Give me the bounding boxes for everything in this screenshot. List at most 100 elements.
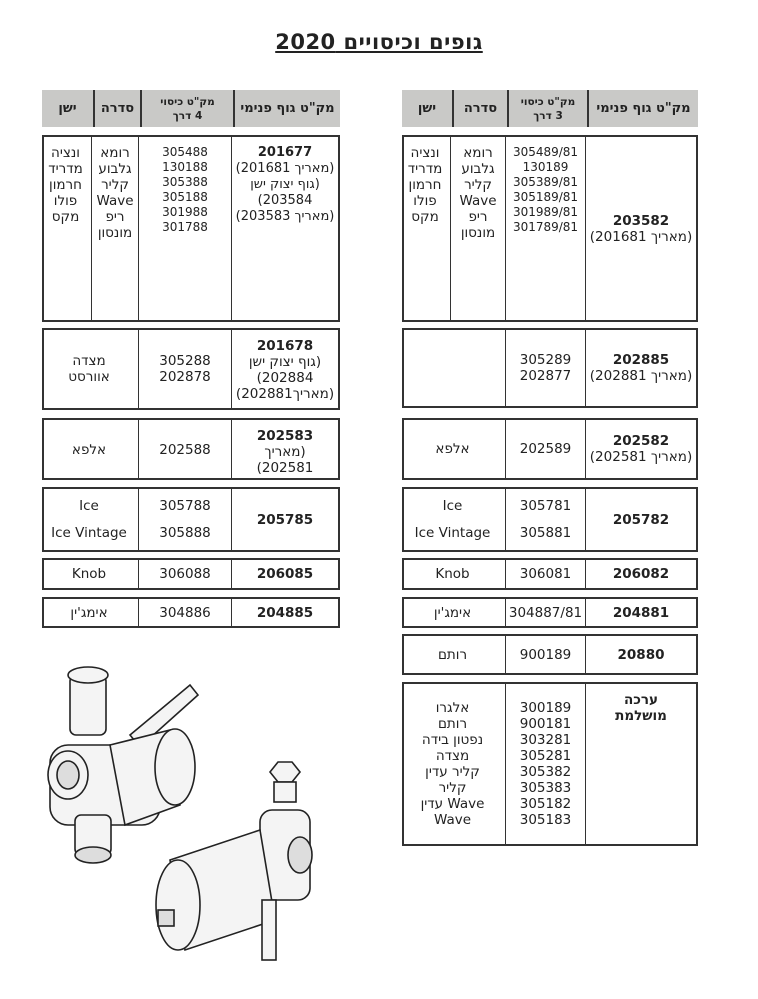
cell-line: אימג'ין bbox=[433, 604, 472, 621]
cell-line: (מאריך 203583) bbox=[235, 209, 335, 224]
cell-line: ערכה bbox=[623, 692, 659, 708]
cell-line: 205785 bbox=[256, 511, 314, 528]
cell-line: 304887/81 bbox=[508, 604, 583, 621]
old-series-cell: ונציה מדריד חרמון פולו מקס bbox=[40, 137, 91, 320]
header-body-sku: מק"ט גוף פנימי bbox=[587, 90, 698, 127]
cell-line: (מאריך 202881) bbox=[589, 368, 693, 384]
cell-line: מדריד bbox=[48, 161, 83, 177]
body-sku-cell: 202582 (מאריך 202581) bbox=[585, 420, 696, 478]
cell-line: 130188 bbox=[162, 160, 208, 174]
header-cover-sku: מק"ט כיסוי 3 דרך bbox=[507, 90, 587, 127]
cell-line: 201677 bbox=[257, 145, 313, 160]
series-cell: מצדה אוורסט bbox=[40, 330, 138, 408]
cell-line: 204881 bbox=[612, 604, 670, 621]
cell-line: 205782 bbox=[612, 511, 670, 528]
body-sku-cell: 204881 bbox=[585, 599, 696, 626]
right-table-row: 202885 (מאריך 202881) 305289 202877 bbox=[402, 328, 698, 408]
cell-line: גלבוע bbox=[461, 161, 495, 177]
cell-line: Ice bbox=[442, 497, 463, 514]
cell-line: (מאריך 201681) bbox=[589, 228, 693, 245]
cover-sku-cell: 900189 bbox=[505, 636, 585, 673]
cell-line: 305288 bbox=[159, 353, 211, 369]
body-sku-cell: 201677 (מאריך 201681) (גוף יצוק ישן 203584)… bbox=[231, 137, 338, 320]
cell-line: 303281 bbox=[519, 732, 572, 748]
cell-line: אימג'ין bbox=[70, 604, 108, 621]
cell-line: קליר bbox=[464, 177, 492, 193]
valve-body-3way-drawing bbox=[155, 761, 313, 961]
body-sku-cell: 205782 bbox=[585, 489, 696, 550]
right-table-row: 204881 304887/81 אימג'ין bbox=[402, 597, 698, 628]
cell-line: Knob bbox=[435, 566, 470, 582]
cell-line: 204885 bbox=[256, 604, 314, 621]
old-series-cell: ונציה מדריד חרמון פולו מקס bbox=[400, 137, 450, 320]
cover-sku-cell: 305289 202877 bbox=[505, 330, 585, 406]
valve-body-4way-drawing bbox=[47, 666, 200, 864]
cover-sku-cell: 305488 130188 305388 305188 301988 301788 bbox=[138, 137, 231, 320]
cell-line: ריפ bbox=[468, 209, 488, 225]
cell-line: 305183 bbox=[519, 812, 572, 828]
cell-line: מונסון bbox=[460, 225, 496, 241]
cell-line: 206085 bbox=[256, 566, 314, 582]
cell-line: (מאריך202881) bbox=[235, 386, 335, 402]
cover-sku-cell: 306081 bbox=[505, 560, 585, 588]
cell-line: 301989/81 bbox=[512, 205, 579, 219]
cell-line: Wave bbox=[96, 193, 134, 209]
cell-line: ריפ bbox=[105, 209, 125, 225]
right-table-row: ערכה מושלמת 300189 900181 303281 305281 305382… bbox=[402, 682, 698, 846]
cover-sku-cell: 305288 202878 bbox=[138, 330, 231, 408]
cell-line: 305489/81 bbox=[512, 145, 579, 159]
cell-line: מונסון bbox=[97, 225, 133, 241]
cell-line: 20880 bbox=[617, 646, 665, 663]
cell-line: 305289 bbox=[519, 352, 572, 368]
cell-line: מושלמת bbox=[615, 708, 667, 724]
series-cell bbox=[400, 330, 505, 406]
right-table-row: 202582 (מאריך 202581) 202589 אלפא bbox=[402, 418, 698, 480]
series-cell: אלפא bbox=[40, 420, 138, 479]
cell-line: מדריד bbox=[407, 161, 443, 177]
cover-sku-cell: 300189 900181 303281 305281 305382 305383 3051… bbox=[505, 684, 585, 844]
series-cell: Knob bbox=[40, 560, 138, 588]
cell-line: 306081 bbox=[519, 566, 572, 582]
left-table-row: 201678 (גוף יצוק ישן 202884) (מאריך202881) 3… bbox=[42, 328, 340, 410]
cell-line: 130189 bbox=[522, 160, 569, 174]
header-old: ישן bbox=[58, 100, 77, 116]
cover-sku-cell: 304886 bbox=[138, 599, 231, 626]
left-table-row: 202583 (מאריך 202581) 202588 אלפא bbox=[42, 418, 340, 480]
cover-sku-cell: 304887/81 bbox=[505, 599, 585, 626]
cell-line: 202583 bbox=[256, 428, 314, 444]
cell-line: Wave bbox=[459, 193, 497, 209]
cell-line: אלפא bbox=[71, 441, 107, 458]
cell-line: (מאריך 201681) bbox=[235, 161, 335, 176]
cell-line: 305188 bbox=[162, 190, 208, 204]
cell-line: 305781 bbox=[519, 497, 572, 514]
right-table-header: מק"ט גוף פנימי מק"ט כיסוי 3 דרך סדרה ישן bbox=[402, 90, 698, 127]
series-cell: Knob bbox=[400, 560, 505, 588]
cell-line: 202589 bbox=[519, 441, 572, 457]
body-sku-cell: 20880 bbox=[585, 636, 696, 673]
cell-line: ונציה bbox=[410, 145, 440, 161]
right-table-row: 203582 (מאריך 201681) 305489/81 130189 30538… bbox=[402, 135, 698, 322]
cell-line: מצדה bbox=[435, 748, 470, 764]
body-sku-cell: 203582 (מאריך 201681) bbox=[585, 137, 696, 320]
cell-line: 202878 bbox=[159, 369, 211, 385]
cell-line: רומא bbox=[463, 145, 493, 161]
cell-line: 305388 bbox=[162, 175, 208, 189]
cell-line: (גוף יצוק ישן bbox=[248, 354, 322, 370]
cell-line: חרמון bbox=[49, 177, 82, 193]
cell-line: 301788 bbox=[162, 220, 208, 234]
cell-line: רותם bbox=[437, 716, 468, 732]
cell-line: פולו bbox=[53, 193, 78, 209]
cell-line: 203584) bbox=[257, 193, 313, 208]
cell-line: פולו bbox=[413, 193, 437, 209]
cell-line: (מאריך 202581) bbox=[589, 449, 693, 465]
series-cell: אימג'ין bbox=[40, 599, 138, 626]
cell-line: 900181 bbox=[519, 716, 572, 732]
series-cell: אלגרו רותם נפטון בידה מצדה קליר עדין קליר Wave… bbox=[400, 684, 505, 844]
cell-line: ונציה bbox=[51, 145, 80, 161]
series-cell: Ice Ice Vintage bbox=[40, 489, 138, 550]
cell-line: רומא bbox=[100, 145, 130, 161]
body-sku-cell: 205785 bbox=[231, 489, 338, 550]
cell-line: 304886 bbox=[159, 604, 211, 621]
series-cell: רומא גלבוע קליר Wave ריפ מונסון bbox=[91, 137, 138, 320]
left-table-row: 201677 (מאריך 201681) (גוף יצוק ישן 203584)… bbox=[42, 135, 340, 322]
